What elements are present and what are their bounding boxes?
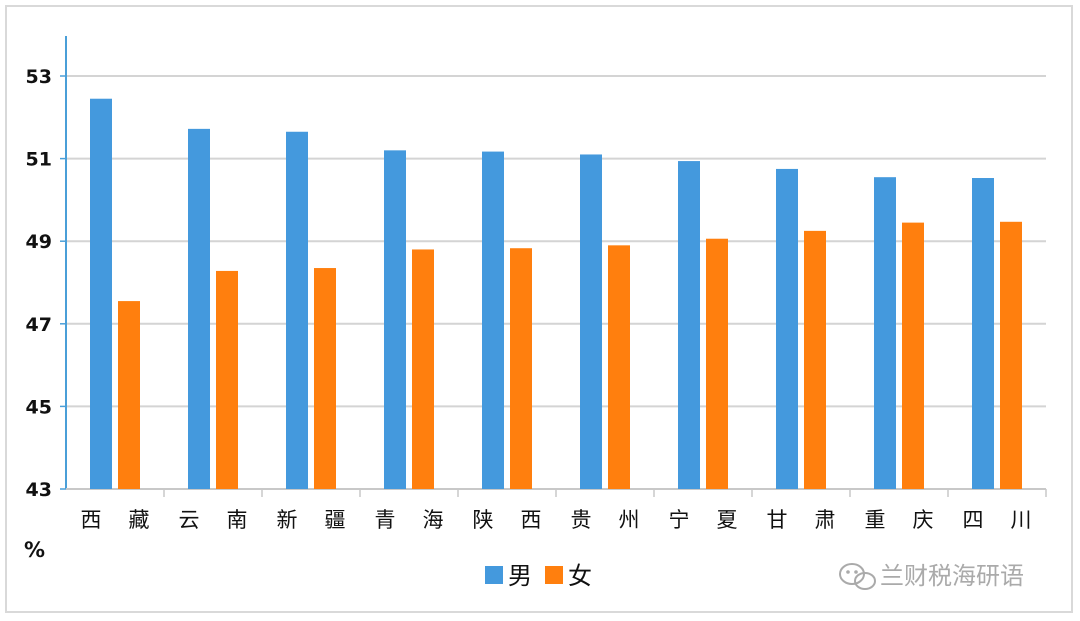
label-layer: 43 45 47 49 51 53 西藏 云南 新疆 青海 陕西 贵州 宁夏 甘肃 重庆 四川 — [26, 66, 1032, 532]
x-tick-label: 陕西 — [473, 508, 542, 532]
bar-female — [902, 222, 924, 490]
x-tick-label: 新疆 — [277, 508, 346, 532]
bar-male — [286, 131, 308, 489]
x-tick-label: 四川 — [963, 508, 1032, 532]
watermark: 兰财税海研语 — [839, 562, 1024, 590]
legend-swatch-female — [545, 566, 563, 584]
bar-female — [1000, 221, 1022, 489]
bar-female — [118, 301, 140, 489]
bar-male — [482, 151, 504, 490]
x-tick-label: 重庆 — [865, 508, 934, 532]
legend-label-male: 男 — [508, 562, 532, 590]
bar-male — [90, 98, 112, 489]
x-tick-label: 宁夏 — [669, 508, 738, 532]
bar-male — [580, 154, 602, 489]
y-tick-label: 53 — [26, 66, 52, 88]
watermark-text: 兰财税海研语 — [880, 562, 1024, 590]
unit-label: % — [24, 538, 45, 562]
bar-female — [804, 230, 826, 489]
y-tick-label: 51 — [26, 149, 52, 171]
bar-female — [510, 248, 532, 489]
bar-male — [384, 150, 406, 489]
bar-female — [314, 268, 336, 489]
y-tick-label: 47 — [26, 314, 52, 336]
bar-layer — [90, 98, 1022, 490]
bar-female — [216, 270, 238, 489]
bar-female — [706, 238, 728, 489]
legend-label-female: 女 — [568, 562, 592, 590]
x-tick-label: 贵州 — [571, 508, 640, 532]
bar-female — [412, 249, 434, 489]
bar-male — [776, 168, 798, 490]
bar-male — [678, 161, 700, 489]
x-tick-label: 云南 — [179, 508, 248, 532]
wechat-icon — [839, 563, 876, 590]
bar-male — [874, 177, 896, 489]
x-tick-label: 甘肃 — [767, 508, 836, 532]
y-tick-label: 43 — [26, 479, 52, 501]
bar-male — [188, 128, 210, 489]
x-tick-label: 青海 — [375, 508, 444, 532]
bar-female — [608, 245, 630, 489]
legend-swatch-male — [485, 566, 503, 584]
legend: 男 女 — [485, 562, 592, 590]
bar-male — [972, 178, 994, 490]
grid-layer — [66, 75, 1046, 408]
y-tick-label: 49 — [26, 231, 52, 253]
x-tick-label: 西藏 — [81, 508, 150, 532]
y-tick-label: 45 — [26, 396, 52, 418]
